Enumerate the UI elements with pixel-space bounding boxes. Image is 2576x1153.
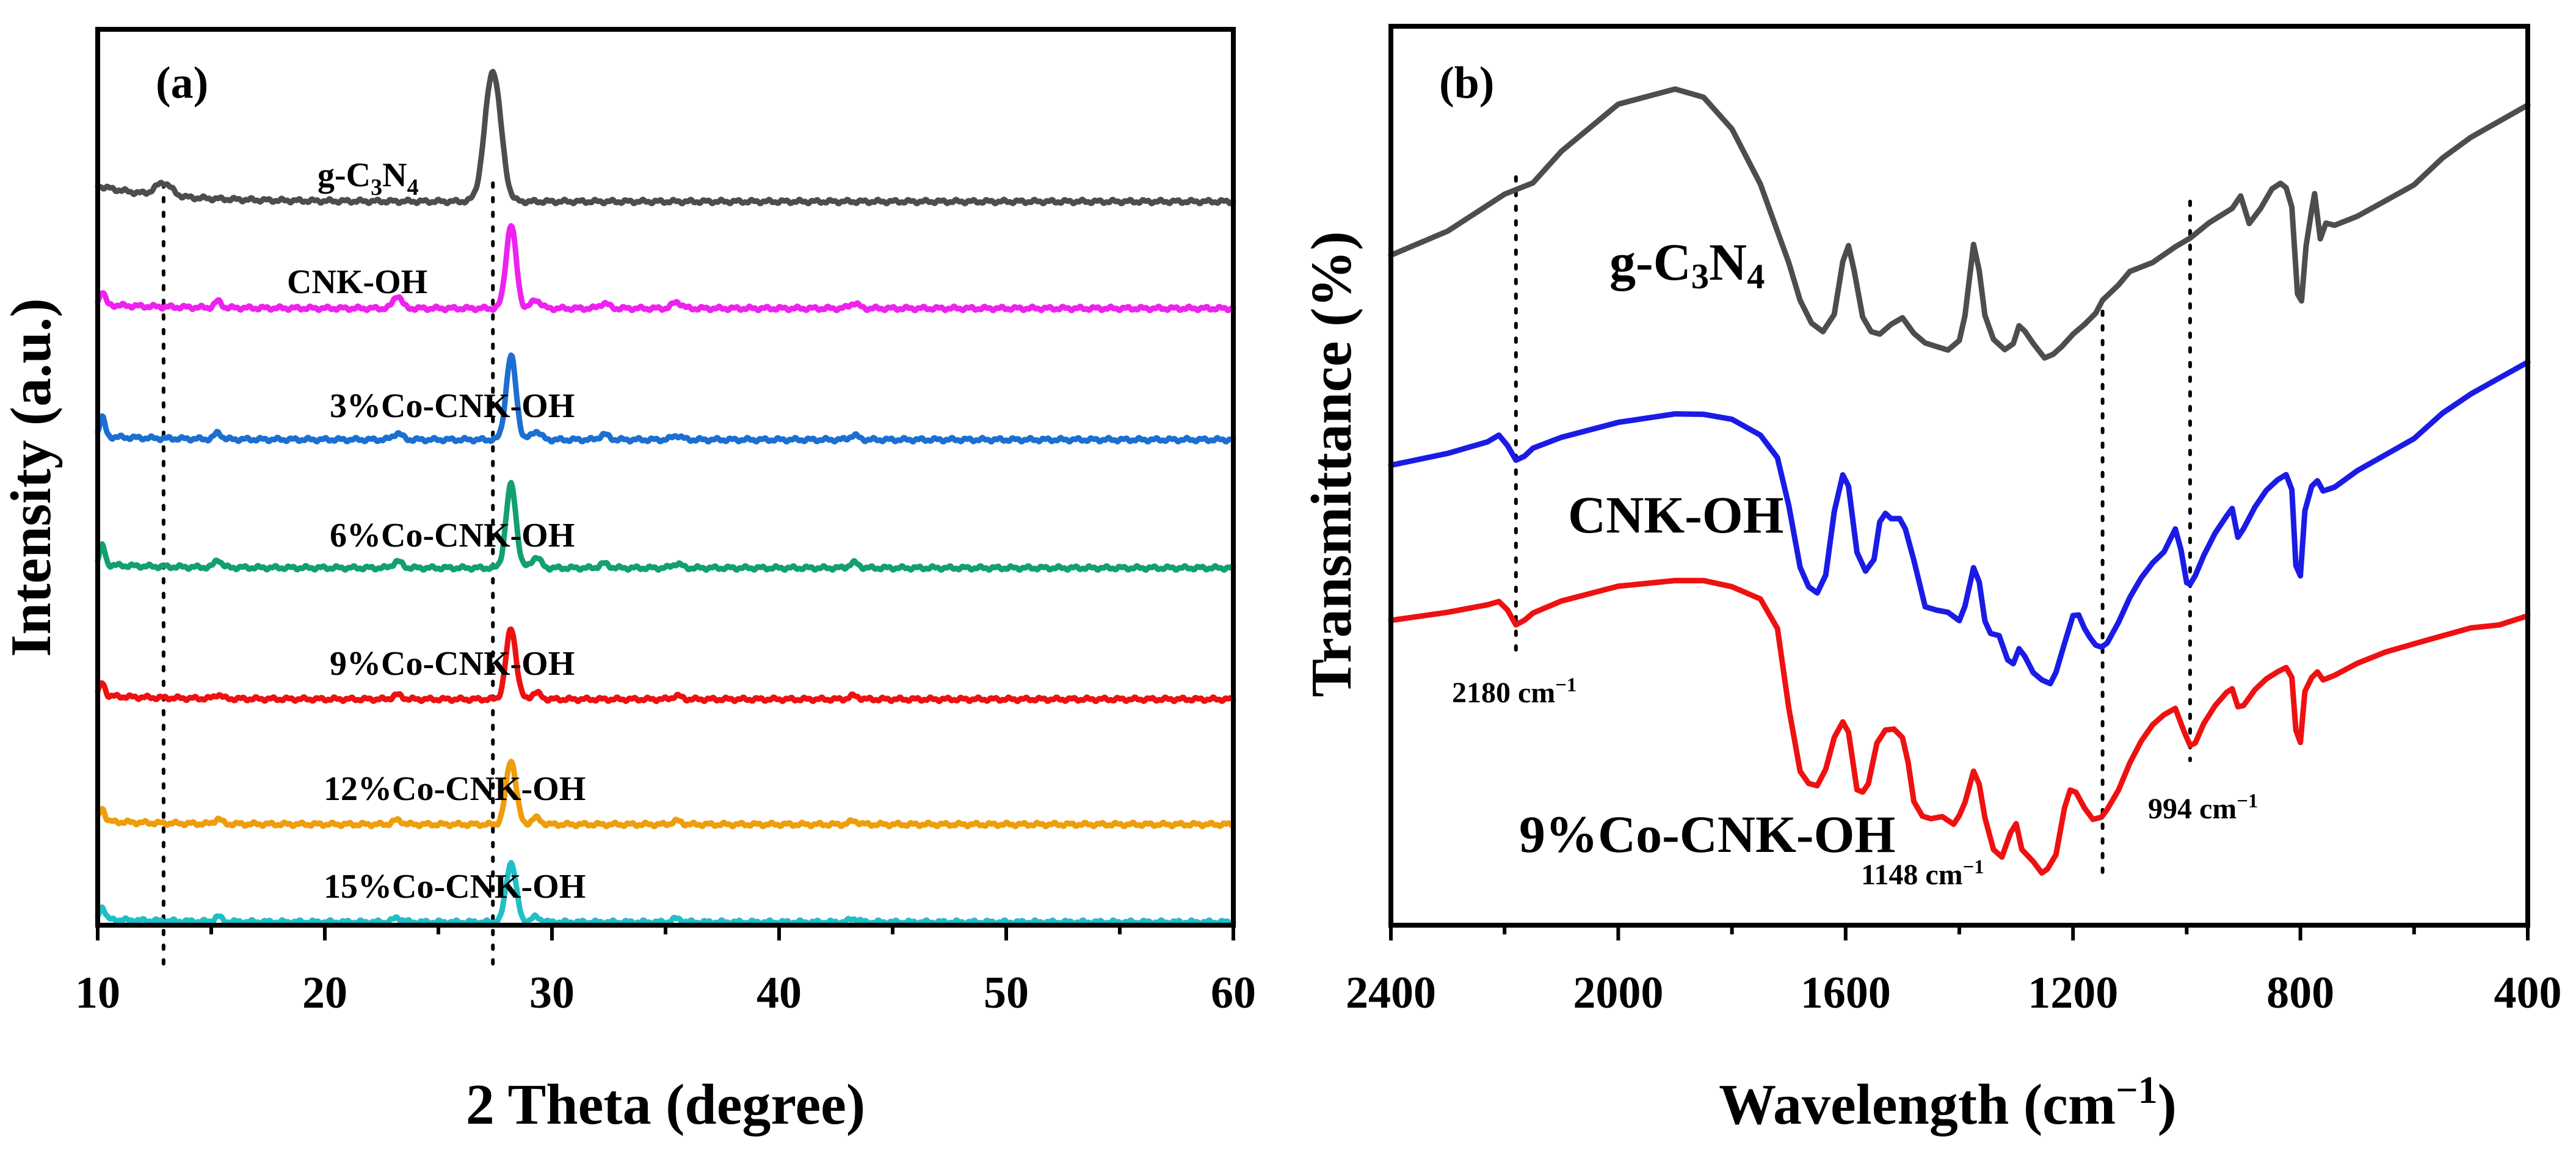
- b-x-axis-title: Wavelength (cm−1): [1719, 1068, 2177, 1137]
- a-x-axis-title: 2 Theta (degree): [466, 1073, 865, 1137]
- b-annotation-994-main: 994 cm: [2148, 793, 2237, 825]
- b-tick-label-1600: 1600: [1801, 968, 1891, 1018]
- a-label-6pctco-cnk-oh: 6%Co-CNK-OH: [330, 517, 575, 555]
- b-reference-lines: [1514, 175, 2192, 881]
- b-x-ticks: 2400 2000 1600 1200 800 400: [1346, 925, 2562, 1018]
- a-series-cnk-oh: [95, 223, 1236, 313]
- a-reference-lines: [161, 181, 495, 973]
- b-annotation-2180-sup: −1: [1555, 674, 1576, 696]
- b-label-g-c3n4-sub1: 3: [1691, 256, 1709, 296]
- a-series-labels: g-C3N4 CNK-OH 3%Co-CNK-OH 6%Co-CNK-OH 9%Co-C…: [287, 156, 586, 906]
- b-tick-label-400: 400: [2494, 968, 2562, 1018]
- a-tick-label-20: 20: [302, 968, 347, 1018]
- a-series-3pctco-cnk-oh: [95, 352, 1236, 445]
- b-x-axis-title-main: Wavelength (cm: [1719, 1073, 2116, 1137]
- a-y-axis-title: Intensity (a.u.): [0, 298, 63, 657]
- b-label-9pctco-cnk-oh: 9%Co-CNK-OH: [1519, 805, 1895, 864]
- b-series-cnk-oh: [1388, 359, 2531, 686]
- a-label-3pctco-cnk-oh: 3%Co-CNK-OH: [330, 387, 575, 425]
- b-label-g-c3n4-mid: N: [1709, 233, 1747, 291]
- a-label-9pctco-cnk-oh: 9%Co-CNK-OH: [330, 645, 575, 683]
- a-series-6pctco-cnk-oh: [95, 479, 1236, 573]
- b-label-g-c3n4-label_main: g-C: [1609, 233, 1691, 291]
- b-plot-frame: [1388, 24, 2530, 928]
- a-label-3pctco-cnk-oh-label_main: 3%Co-CNK-OH: [330, 387, 575, 425]
- a-series-12pctco-cnk-oh: [95, 758, 1236, 829]
- b-tick-label-1200: 1200: [2028, 968, 2118, 1018]
- b-annotation-1148-sup: −1: [1963, 856, 1984, 878]
- a-tick-label-30: 30: [529, 968, 575, 1018]
- a-label-12pctco-cnk-oh: 12%Co-CNK-OH: [324, 770, 586, 808]
- b-series-g-c3n4: [1388, 86, 2531, 361]
- b-tick-label-2400: 2400: [1346, 968, 1436, 1018]
- a-label-cnk-oh: CNK-OH: [287, 263, 427, 301]
- b-tick-label-2000: 2000: [1573, 968, 1663, 1018]
- a-x-ticks: 10 20 30 40 50 60: [75, 925, 1256, 1018]
- a-tick-label-50: 50: [984, 968, 1029, 1018]
- b-annotation-994: 994 cm−1: [2148, 790, 2258, 825]
- b-annotation-2180-main: 2180 cm: [1452, 677, 1555, 709]
- b-series-group: [1388, 86, 2531, 876]
- a-tick-label-10: 10: [75, 968, 120, 1018]
- b-label-9pctco-cnk-oh-label_main: 9%Co-CNK-OH: [1519, 805, 1895, 864]
- a-label-g-c3n4-sub1: 3: [371, 175, 382, 200]
- b-label-cnk-oh: CNK-OH: [1568, 486, 1784, 544]
- b-label-g-c3n4: g-C3N4: [1609, 233, 1765, 296]
- a-label-6pctco-cnk-oh-label_main: 6%Co-CNK-OH: [330, 517, 575, 555]
- a-tick-label-40: 40: [756, 968, 802, 1018]
- b-y-axis-title: Transmittance (%): [1300, 231, 1363, 697]
- b-label-cnk-oh-label_main: CNK-OH: [1568, 486, 1784, 544]
- b-annotation-994-sup: −1: [2237, 790, 2258, 812]
- a-series-g-c3n4: [95, 68, 1236, 206]
- a-series-9pctco-cnk-oh: [95, 626, 1236, 704]
- panel-a-xrd: 10 20 30 40 50 60 (a) g-C3N4 CNK-OH 3%Co-CNK-OH…: [0, 27, 1256, 1137]
- b-label-g-c3n4-sub2: 4: [1747, 256, 1765, 296]
- a-label-15pctco-cnk-oh: 15%Co-CNK-OH: [324, 868, 586, 906]
- a-label-cnk-oh-label_main: CNK-OH: [287, 263, 427, 301]
- a-label-9pctco-cnk-oh-label_main: 9%Co-CNK-OH: [330, 645, 575, 683]
- b-annotation-1148: 1148 cm−1: [1861, 856, 1984, 891]
- panel-b-ftir: 2400 2000 1600 1200 800 400 (b) g-C3N4 CNK-OH 9…: [1300, 24, 2562, 1137]
- a-panel-label: (a): [156, 58, 208, 108]
- a-label-g-c3n4: g-C3N4: [317, 156, 419, 200]
- b-x-axis-title-sup: −1: [2116, 1068, 2157, 1111]
- a-series-group: [95, 68, 1236, 927]
- a-label-g-c3n4-mid: N: [382, 156, 407, 194]
- a-label-g-c3n4-sub2: 4: [407, 175, 419, 200]
- a-label-12pctco-cnk-oh-label_main: 12%Co-CNK-OH: [324, 770, 586, 808]
- b-panel-label: (b): [1439, 58, 1494, 108]
- a-tick-label-60: 60: [1211, 968, 1256, 1018]
- a-series-15pctco-cnk-oh: [95, 860, 1236, 927]
- b-series-9pctco-cnk-oh: [1388, 578, 2531, 876]
- b-x-axis-title-close: ): [2158, 1073, 2177, 1137]
- b-annotation-1148-main: 1148 cm: [1861, 859, 1963, 891]
- a-label-15pctco-cnk-oh-label_main: 15%Co-CNK-OH: [324, 868, 586, 906]
- a-label-g-c3n4-label_main: g-C: [317, 156, 371, 194]
- b-series-labels: g-C3N4 CNK-OH 9%Co-CNK-OH: [1519, 233, 1895, 864]
- b-annotation-2180: 2180 cm−1: [1452, 674, 1576, 709]
- b-tick-label-800: 800: [2266, 968, 2334, 1018]
- a-plot-frame: [95, 27, 1236, 928]
